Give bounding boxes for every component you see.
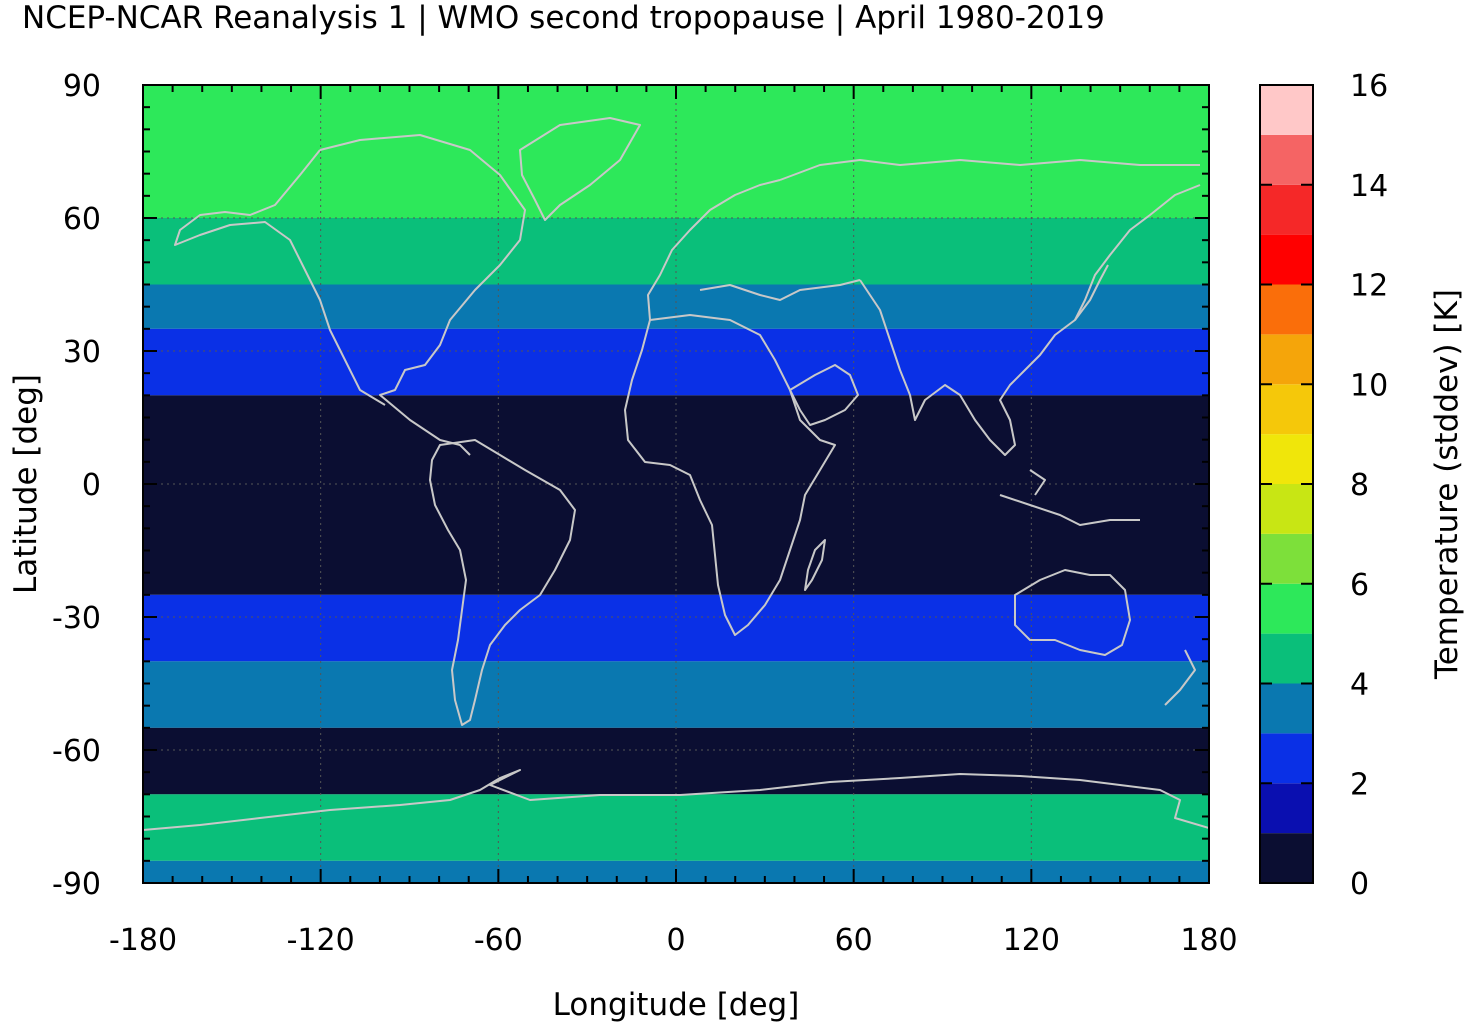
colorbar-swatch-3 bbox=[1260, 683, 1313, 734]
coastline-new-zealand bbox=[1164, 649, 1196, 706]
y-tick-label: -60 bbox=[52, 734, 101, 769]
heatmap-band-6 bbox=[143, 594, 1209, 662]
colorbar-tick-label: 16 bbox=[1350, 69, 1388, 104]
x-tick-labels: -180 -120 -60 0 60 120 180 bbox=[109, 923, 1238, 958]
heatmap-band-1 bbox=[143, 151, 1209, 218]
coastline-south-america bbox=[429, 439, 576, 726]
coastline-arabia bbox=[789, 364, 859, 426]
y-tick-label: 90 bbox=[63, 69, 101, 104]
coastline-australia bbox=[1014, 569, 1131, 656]
colorbar-swatch-15 bbox=[1260, 85, 1313, 135]
x-tick-label: 120 bbox=[1003, 923, 1060, 958]
axis-ticks bbox=[142, 84, 1210, 884]
coastline-europe bbox=[647, 179, 861, 321]
x-tick-label: 0 bbox=[666, 923, 685, 958]
coastline-asia bbox=[779, 159, 1201, 456]
coastline-antarctica bbox=[143, 769, 1209, 831]
colorbar-label: Temperature (stddev) [K] bbox=[1429, 289, 1465, 680]
colorbar-tick-label: 8 bbox=[1350, 468, 1369, 503]
colorbar-swatch-5 bbox=[1260, 583, 1313, 634]
colorbar-swatch-7 bbox=[1260, 484, 1313, 534]
x-tick-label: -180 bbox=[109, 923, 177, 958]
y-tick-label: 0 bbox=[82, 468, 101, 503]
colorbar-swatch-10 bbox=[1260, 334, 1313, 385]
coastline-madagascar bbox=[804, 539, 826, 591]
grid-lines bbox=[143, 85, 1209, 883]
y-tick-label: -30 bbox=[52, 601, 101, 636]
colorbar-swatch-14 bbox=[1260, 134, 1313, 185]
colorbar-swatch-6 bbox=[1260, 533, 1313, 584]
chart-title: NCEP-NCAR Reanalysis 1 | WMO second trop… bbox=[22, 0, 1105, 36]
colorbar-swatch-2 bbox=[1260, 733, 1313, 784]
coastline-japan bbox=[1074, 264, 1109, 321]
y-axis-label: Latitude [deg] bbox=[8, 374, 44, 594]
coastlines bbox=[143, 117, 1209, 831]
colorbar-tick-label: 0 bbox=[1350, 867, 1369, 902]
colorbar-swatch-4 bbox=[1260, 633, 1313, 684]
heatmap-band-5 bbox=[143, 395, 1209, 595]
x-tick-label: 180 bbox=[1180, 923, 1237, 958]
colorbar-swatch-13 bbox=[1260, 184, 1313, 235]
colorbar-tick-label: 2 bbox=[1350, 767, 1369, 802]
colorbar bbox=[1260, 85, 1313, 883]
colorbar-tick-label: 10 bbox=[1350, 368, 1388, 403]
colorbar-frame bbox=[1259, 84, 1314, 884]
heatmap-band-7 bbox=[143, 661, 1209, 728]
colorbar-tick-label: 12 bbox=[1350, 269, 1388, 304]
x-tick-label: -60 bbox=[474, 923, 523, 958]
heatmap-band-9 bbox=[143, 794, 1209, 861]
colorbar-swatch-8 bbox=[1260, 434, 1313, 484]
colorbar-swatch-9 bbox=[1260, 384, 1313, 435]
y-tick-label: 30 bbox=[63, 335, 101, 370]
coastline-north-america bbox=[174, 134, 526, 456]
colorbar-tick-label: 14 bbox=[1350, 169, 1388, 204]
x-tick-label: 60 bbox=[835, 923, 873, 958]
coastline-greenland bbox=[519, 117, 641, 221]
colorbar-swatch-1 bbox=[1260, 783, 1313, 834]
colorbar-tick-label: 6 bbox=[1350, 568, 1369, 603]
heatmap-band-2 bbox=[143, 218, 1209, 285]
colorbar-swatch-12 bbox=[1260, 234, 1313, 285]
y-tick-labels: 90 60 30 0 -30 -60 -90 bbox=[52, 69, 101, 902]
colorbar-tick-labels: 0 2 4 6 8 10 12 14 16 bbox=[1350, 69, 1388, 902]
y-tick-label: -90 bbox=[52, 867, 101, 902]
x-axis-label: Longitude [deg] bbox=[553, 987, 800, 1023]
colorbar-swatch-11 bbox=[1260, 284, 1313, 335]
heatmap-band-8 bbox=[143, 727, 1209, 795]
coastline-maritime-se-asia bbox=[999, 469, 1140, 526]
coastline-africa bbox=[624, 314, 836, 636]
heatmap-band-3 bbox=[143, 284, 1209, 329]
y-tick-label: 60 bbox=[63, 202, 101, 237]
colorbar-swatch-0 bbox=[1260, 833, 1313, 883]
colorbar-tick-label: 4 bbox=[1350, 668, 1369, 703]
x-tick-label: -120 bbox=[287, 923, 355, 958]
